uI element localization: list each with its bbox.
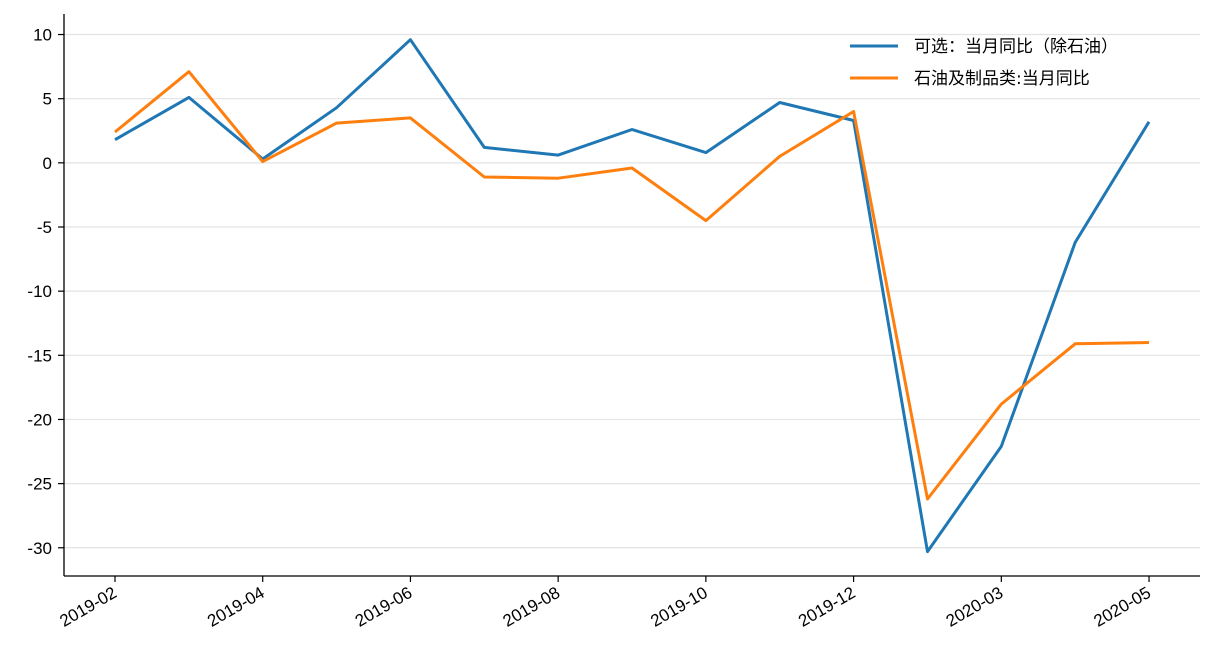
y-tick-label: -25 [27, 475, 52, 494]
gridlines [64, 33, 1200, 549]
x-tick-label: 2019-10 [647, 583, 711, 631]
series-line-2 [114, 70, 1150, 501]
legend-label-series-1: 可选：当月同比（除石油） [914, 37, 1118, 57]
y-tick-label: -10 [27, 282, 52, 301]
x-ticks: 2019-02 2019-04 2019-06 2019-08 2019-10 2019-… [56, 576, 1154, 631]
series-lines [114, 38, 1151, 554]
x-tick-label: 2019-08 [500, 583, 564, 631]
y-tick-label: 10 [33, 26, 52, 45]
y-tick-label: -20 [27, 410, 52, 429]
y-tick-label: -5 [37, 218, 52, 237]
y-tick-label: 5 [43, 90, 52, 109]
x-tick-label: 2020-05 [1091, 583, 1155, 631]
x-tick-label: 2019-04 [204, 583, 268, 631]
series-line-1 [114, 38, 1151, 554]
axes [63, 14, 1200, 577]
y-tick-label: 0 [43, 154, 52, 173]
legend-label-series-2: 石油及制品类:当月同比 [914, 69, 1090, 89]
legend: 可选：当月同比（除石油） 石油及制品类:当月同比 [850, 37, 1118, 89]
x-tick-label: 2020-03 [943, 583, 1007, 631]
x-tick-label: 2019-12 [795, 583, 859, 631]
y-tick-label: -30 [27, 539, 52, 558]
x-tick-label: 2019-06 [352, 583, 416, 631]
x-tick-label: 2019-02 [56, 583, 120, 631]
y-tick-label: -15 [27, 346, 52, 365]
y-ticks: 10 5 0 -5 -10 -15 -20 -25 -30 [27, 26, 64, 558]
